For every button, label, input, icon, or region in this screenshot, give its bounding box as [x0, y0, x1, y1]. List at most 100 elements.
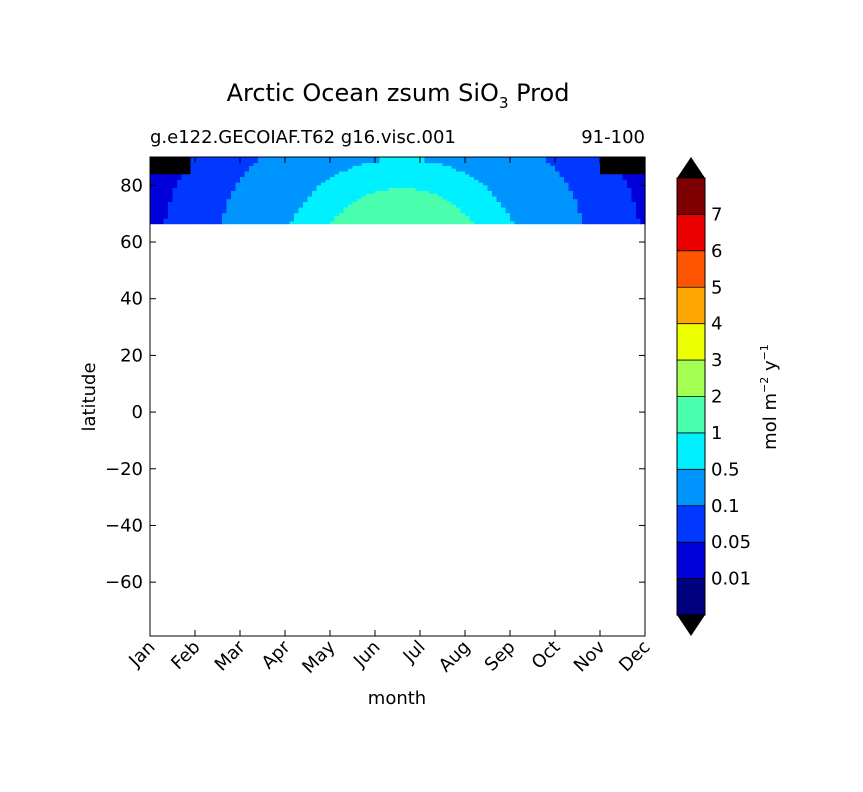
field-cell: [618, 212, 624, 216]
field-cell: [321, 218, 327, 222]
field-cell: [177, 176, 183, 180]
field-cell: [312, 157, 318, 161]
field-cell: [559, 209, 565, 214]
field-cell: [618, 170, 624, 175]
field-cell: [519, 193, 525, 197]
field-cell: [456, 204, 462, 208]
field-cell: [415, 159, 421, 164]
field-cell: [568, 212, 574, 216]
field-cell: [519, 173, 525, 178]
field-cell: [460, 168, 466, 172]
field-cell: [555, 209, 561, 214]
field-cell: [249, 198, 255, 203]
field-cell: [519, 179, 525, 183]
field-cell: [451, 220, 457, 225]
field-cell: [433, 195, 439, 200]
field-cell: [591, 168, 597, 172]
field-cell: [262, 212, 268, 216]
field-cell: [343, 212, 349, 216]
field-cell: [586, 218, 592, 222]
field-cell: [253, 176, 259, 180]
field-cell: [460, 176, 466, 180]
field-cell: [640, 162, 646, 166]
field-cell: [303, 220, 309, 225]
field-cell: [573, 193, 579, 197]
field-cell: [478, 170, 484, 175]
field-cell: [514, 157, 520, 161]
field-cell: [622, 159, 628, 164]
field-cell: [559, 201, 565, 205]
field-cell: [150, 165, 156, 169]
field-cell: [285, 218, 291, 222]
field-cell: [613, 218, 619, 222]
field-cell: [415, 206, 421, 211]
field-cell: [600, 157, 606, 161]
field-cell: [244, 168, 250, 172]
field-cell: [213, 159, 219, 164]
field-cell: [199, 190, 205, 194]
field-cell: [447, 187, 453, 191]
field-cell: [564, 204, 570, 208]
field-cell: [474, 193, 480, 197]
field-cell: [276, 218, 282, 222]
field-cell: [393, 195, 399, 200]
field-cell: [262, 209, 268, 214]
field-cell: [150, 162, 156, 166]
field-cell: [190, 209, 196, 214]
field-cell: [294, 165, 300, 169]
field-cell: [501, 162, 507, 166]
field-cell: [465, 201, 471, 205]
field-cell: [424, 168, 430, 172]
field-cell: [325, 187, 331, 191]
field-cell: [235, 159, 241, 164]
field-cell: [384, 165, 390, 169]
field-cell: [595, 176, 601, 180]
field-cell: [451, 204, 457, 208]
field-cell: [577, 165, 583, 169]
field-cell: [222, 212, 228, 216]
field-cell: [253, 212, 259, 216]
field-cell: [415, 190, 421, 194]
field-cell: [514, 198, 520, 203]
field-cell: [217, 220, 223, 225]
field-cell: [510, 209, 516, 214]
field-cell: [226, 204, 232, 208]
field-cell: [289, 170, 295, 175]
field-cell: [244, 187, 250, 191]
field-cell: [240, 179, 246, 183]
field-cell: [523, 162, 529, 166]
field-cell: [474, 195, 480, 200]
field-cell: [478, 157, 484, 161]
field-cell: [163, 157, 169, 161]
field-cell: [582, 173, 588, 178]
plot-frame: [149, 156, 646, 637]
field-cell: [460, 159, 466, 164]
field-cell: [438, 168, 444, 172]
field-cell: [294, 184, 300, 189]
field-cell: [307, 204, 313, 208]
field-cell: [474, 198, 480, 203]
field-cell: [384, 173, 390, 178]
field-cell: [303, 181, 309, 186]
field-cell: [487, 162, 493, 166]
field-cell: [532, 204, 538, 208]
field-cell: [217, 201, 223, 205]
field-cell: [249, 187, 255, 191]
field-cell: [415, 195, 421, 200]
field-cell: [262, 204, 268, 208]
field-cell: [249, 173, 255, 178]
field-cell: [433, 179, 439, 183]
field-cell: [483, 198, 489, 203]
field-cell: [402, 190, 408, 194]
field-cell: [451, 218, 457, 222]
field-cell: [541, 206, 547, 211]
field-cell: [447, 170, 453, 175]
field-cell: [631, 159, 637, 164]
field-cell: [577, 173, 583, 178]
field-cell: [177, 162, 183, 166]
field-cell: [460, 201, 466, 205]
field-cell: [406, 165, 412, 169]
field-cell: [627, 159, 633, 164]
field-cell: [424, 198, 430, 203]
field-cell: [370, 204, 376, 208]
